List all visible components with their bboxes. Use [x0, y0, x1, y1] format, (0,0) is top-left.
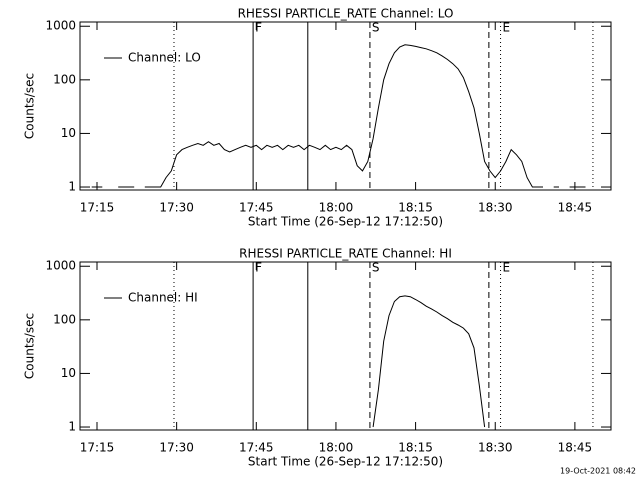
y-axis-label: Counts/sec [23, 313, 37, 379]
plot-frame [79, 21, 612, 191]
data-line [372, 295, 486, 428]
x-tick-label: 18:30 [478, 441, 513, 455]
y-tick-label: 10 [61, 126, 76, 140]
event-label: E [503, 261, 511, 275]
data-line [91, 44, 586, 188]
event-label: F [255, 21, 262, 35]
legend-label: Channel: HI [128, 291, 198, 305]
x-tick-label: 18:00 [319, 201, 354, 215]
x-axis-label: Start Time (26-Sep-12 17:12:50) [248, 455, 443, 469]
plot-frame [79, 261, 612, 431]
footer: 19-Oct-2021 08:42 [560, 467, 636, 476]
event-label: S [372, 261, 380, 275]
x-tick-label: 17:15 [80, 441, 115, 455]
x-axis-label: Start Time (26-Sep-12 17:12:50) [248, 215, 443, 229]
x-tick-label: 18:45 [558, 201, 593, 215]
chart-title: RHESSI PARTICLE_RATE Channel: LO [238, 7, 454, 21]
x-tick-label: 17:15 [80, 201, 115, 215]
y-tick-label: 100 [53, 312, 76, 326]
x-tick-label: 17:30 [159, 201, 194, 215]
x-tick-label: 18:00 [319, 441, 354, 455]
y-tick-label: 1 [68, 180, 76, 194]
x-tick-label: 17:45 [239, 441, 274, 455]
chart-title: RHESSI PARTICLE_RATE Channel: HI [239, 247, 452, 261]
event-label: S [372, 21, 380, 35]
x-tick-label: 18:15 [398, 441, 433, 455]
x-tick-label: 18:15 [398, 201, 433, 215]
event-label: E [503, 21, 511, 35]
y-tick-label: 100 [53, 72, 76, 86]
y-tick-label: 1000 [45, 19, 76, 33]
x-tick-label: 18:30 [478, 201, 513, 215]
event-label: F [255, 261, 262, 275]
y-tick-label: 10 [61, 366, 76, 380]
y-axis-label: Counts/sec [23, 73, 37, 139]
legend-label: Channel: LO [128, 51, 201, 65]
y-tick-label: 1000 [45, 259, 76, 273]
x-tick-label: 18:45 [558, 441, 593, 455]
x-tick-label: 17:45 [239, 201, 274, 215]
x-tick-label: 17:30 [159, 441, 194, 455]
y-tick-label: 1 [68, 420, 76, 434]
